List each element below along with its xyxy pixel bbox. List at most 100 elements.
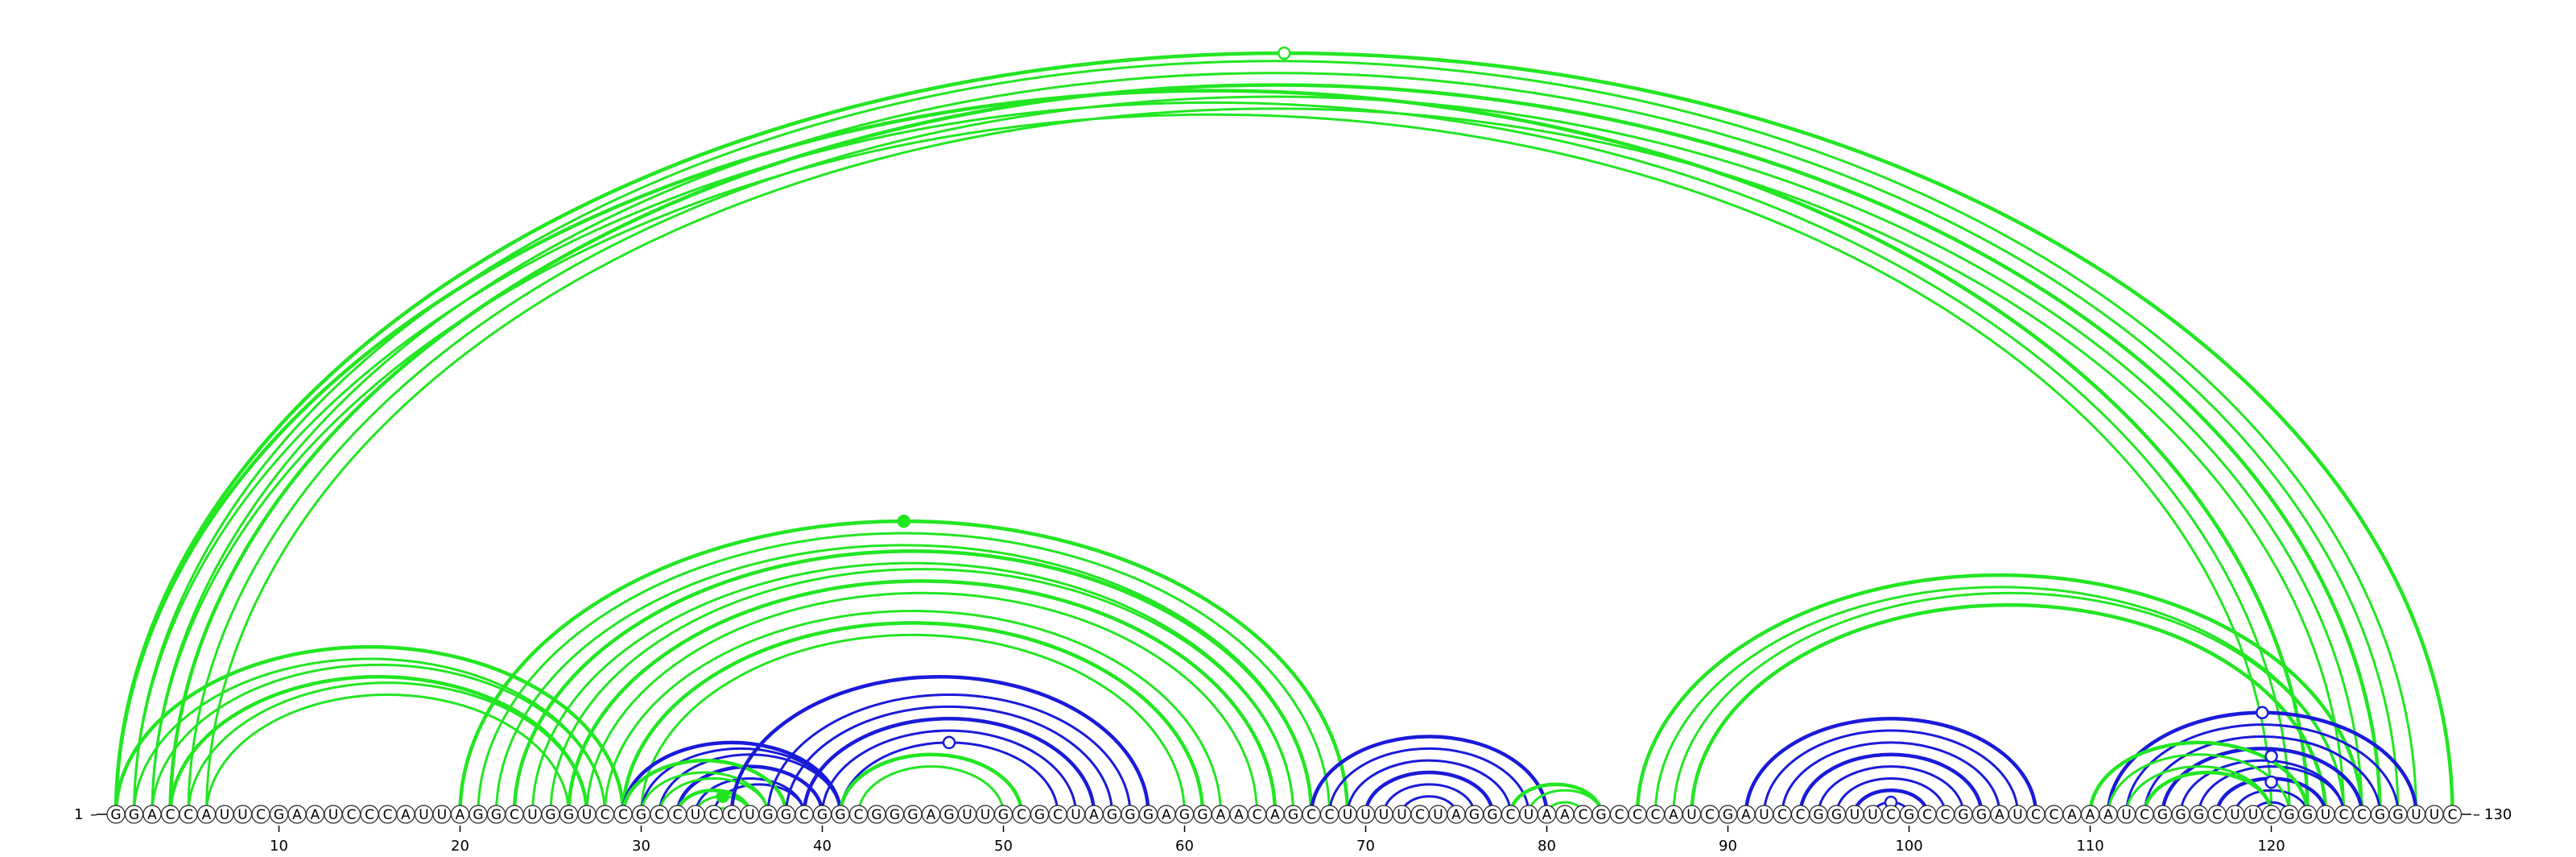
arc-green-3-28 [151,663,606,815]
arc-green-5-125 [187,95,2363,815]
nucleotide: G [939,805,959,824]
arc-blue-34-39 [712,783,806,815]
nucleotide-letter: G [1723,807,1733,823]
nucleotide-letter: C [1307,807,1316,823]
nucleotide: U [577,805,597,824]
nucleotide-letter: A [2086,807,2095,823]
nucleotide: U [2316,805,2335,824]
nucleotide-letter: C [727,807,737,823]
nucleotide: A [1447,805,1466,824]
arc-blue-39-55 [802,717,1096,815]
arc-green-4-126 [168,82,2382,815]
nucleotide: G [106,805,126,824]
nucleotide-letter: G [890,807,900,823]
nucleotide: G [776,805,796,824]
nucleotide: G [867,805,886,824]
nucleotide: C [1609,805,1629,824]
arc-blue-38-56 [785,705,1113,815]
nucleotide-letter: G [817,807,828,823]
nucleotide: G [1591,805,1611,824]
nucleotide-letter: G [2375,807,2385,823]
nucleotide: A [1229,805,1249,824]
nucleotide: G [541,805,560,824]
nucleotide: C [667,805,687,824]
tick-label: 20 [451,838,469,855]
sequence-start-dash: – [90,806,97,823]
arc-green-2-121 [133,101,2291,815]
nucleotide: G [1121,805,1140,824]
nucleotide: U [2116,805,2136,824]
nucleotide: C [1700,805,1719,824]
nucleotide-letter: C [1506,807,1516,823]
nucleotide-letter: G [2175,807,2186,823]
nucleotide: C [595,805,615,824]
arc-marker-open [942,735,956,750]
tick-label: 60 [1175,838,1194,855]
nucleotide: U [2225,805,2245,824]
nucleotide: U [1428,805,1448,824]
nucleotide-letter: C [166,807,175,823]
arc-blue-93-105 [1781,741,2001,815]
nucleotide: G [631,805,651,824]
nucleotide: U [432,805,452,824]
nucleotide-letter: G [1197,807,1208,823]
nucleotide: A [305,805,325,824]
nucleotide: G [1809,805,1828,824]
nucleotide: U [976,805,995,824]
nucleotide: A [1157,805,1176,824]
arc-green-31-37 [658,777,770,815]
nucleotide: G [812,805,832,824]
nucleotide: G [2297,805,2318,824]
nucleotide: C [795,805,814,824]
nucleotide-letter: C [1253,807,1262,823]
nucleotide-letter: G [473,807,483,823]
nucleotide: U [1845,805,1864,824]
nucleotide: C [1790,805,1810,824]
nucleotide-letter: C [365,807,374,823]
nucleotide-letter: C [347,807,357,823]
nucleotide: C [251,805,270,824]
nucleotide-letter: G [1904,807,1914,823]
nucleotide: C [1048,805,1067,824]
nucleotide-letter: C [673,807,683,823]
nucleotide-letter: G [781,807,791,823]
nucleotide-letter: C [1922,807,1932,823]
nucleotide-letter: G [1831,807,1842,823]
nucleotide: C [360,805,379,824]
nucleotide: C [1881,805,1901,824]
nucleotide: C [1645,805,1666,824]
nucleotide-letter: C [799,807,809,823]
nucleotide-letter: A [1451,807,1461,823]
nucleotide-letter: U [2121,807,2131,823]
nucleotide-letter: A [1216,807,1226,823]
nucleotide: C [704,805,724,824]
arc-green-1-29 [114,644,625,815]
nucleotide-letter: G [1958,807,1968,823]
arc-blue-91-107 [1744,717,2038,815]
nucleotide: C [722,805,741,824]
arc-blue-96-102 [1835,777,1946,815]
arc-marker-filled [716,789,729,803]
nucleotide-letter: G [1034,807,1045,823]
nucleotide-letter: C [1579,807,1588,823]
nucleotide: U [740,805,760,824]
nucleotide-letter: G [110,807,121,823]
nucleotide: G [2171,805,2190,824]
arc-blue-70-77 [1364,770,1495,815]
nucleotide-letter: A [2103,807,2113,823]
nucleotide: U [2008,805,2028,824]
tick-label: 10 [270,838,288,855]
arc-blue-41-53 [839,741,1059,815]
arc-green-29-61 [621,621,1205,815]
nucleotide: C [1501,805,1521,824]
nucleotide: G [1174,805,1195,824]
nucleotide: A [196,805,217,824]
nucleotide-letter: C [854,807,864,823]
nucleotide-letter: C [1705,807,1715,823]
nucleotide: G [2388,805,2408,824]
nucleotide-letter: U [527,807,537,823]
nucleotide: U [324,805,343,824]
nucleotide: C [1773,805,1792,824]
nucleotide: C [2334,805,2354,824]
